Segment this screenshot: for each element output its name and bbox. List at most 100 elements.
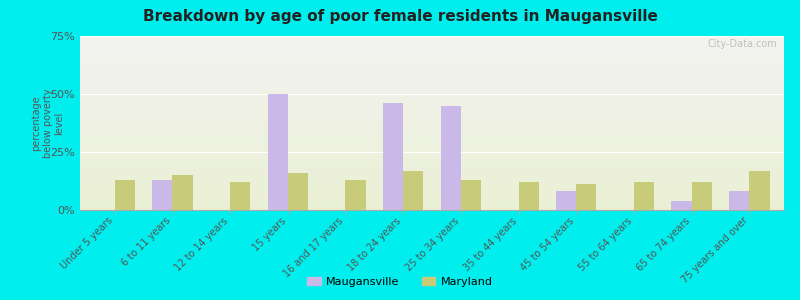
- Bar: [80, 178, 784, 179]
- Bar: [80, 160, 784, 161]
- Bar: [80, 134, 784, 135]
- Bar: [80, 100, 784, 101]
- Bar: [80, 188, 784, 189]
- Bar: [346, 180, 366, 210]
- Bar: [80, 191, 784, 192]
- Bar: [80, 91, 784, 92]
- Bar: [80, 120, 784, 121]
- Bar: [80, 169, 784, 170]
- Bar: [80, 166, 784, 167]
- Bar: [80, 47, 784, 48]
- Bar: [80, 90, 784, 91]
- Bar: [576, 184, 597, 210]
- Bar: [80, 102, 784, 103]
- Bar: [80, 59, 784, 60]
- Bar: [80, 138, 784, 139]
- Bar: [80, 170, 784, 171]
- Bar: [80, 77, 784, 78]
- Bar: [80, 189, 784, 190]
- Bar: [80, 200, 784, 201]
- Bar: [80, 107, 784, 108]
- Bar: [80, 203, 784, 204]
- Bar: [80, 131, 784, 132]
- Bar: [267, 94, 288, 210]
- Bar: [80, 137, 784, 138]
- Bar: [80, 165, 784, 166]
- Bar: [80, 93, 784, 94]
- Bar: [80, 41, 784, 42]
- Bar: [80, 115, 784, 116]
- Bar: [80, 42, 784, 43]
- Y-axis label: percentage
below poverty
level: percentage below poverty level: [31, 88, 64, 158]
- Bar: [80, 202, 784, 203]
- Bar: [750, 171, 770, 210]
- Bar: [80, 62, 784, 63]
- Bar: [80, 61, 784, 62]
- Bar: [80, 103, 784, 104]
- Bar: [441, 106, 461, 210]
- Bar: [80, 154, 784, 155]
- Bar: [80, 194, 784, 195]
- Bar: [80, 114, 784, 115]
- Bar: [80, 37, 784, 38]
- Bar: [80, 78, 784, 79]
- Bar: [80, 177, 784, 178]
- Bar: [80, 176, 784, 177]
- Bar: [80, 86, 784, 87]
- Bar: [80, 139, 784, 140]
- Bar: [80, 127, 784, 128]
- Bar: [80, 36, 784, 37]
- Bar: [80, 161, 784, 162]
- Bar: [80, 69, 784, 70]
- Bar: [80, 92, 784, 93]
- Bar: [80, 183, 784, 184]
- Bar: [80, 142, 784, 143]
- Bar: [80, 146, 784, 147]
- Bar: [729, 191, 750, 210]
- Bar: [80, 84, 784, 85]
- Bar: [80, 63, 784, 64]
- Bar: [80, 162, 784, 163]
- Bar: [80, 141, 784, 142]
- Bar: [80, 65, 784, 66]
- Bar: [80, 105, 784, 106]
- Bar: [80, 163, 784, 164]
- Bar: [80, 73, 784, 74]
- Bar: [80, 192, 784, 193]
- Bar: [80, 38, 784, 39]
- Bar: [80, 158, 784, 159]
- Bar: [80, 129, 784, 130]
- Bar: [80, 70, 784, 71]
- Bar: [80, 136, 784, 137]
- Bar: [80, 180, 784, 181]
- Bar: [80, 85, 784, 86]
- Bar: [288, 173, 308, 210]
- Bar: [80, 156, 784, 157]
- Bar: [80, 123, 784, 124]
- Bar: [80, 199, 784, 200]
- Bar: [80, 204, 784, 205]
- Bar: [80, 81, 784, 82]
- Bar: [80, 209, 784, 210]
- Bar: [80, 152, 784, 153]
- Bar: [80, 173, 784, 174]
- Bar: [80, 110, 784, 111]
- Bar: [80, 140, 784, 141]
- Bar: [80, 58, 784, 59]
- Bar: [80, 201, 784, 202]
- Bar: [461, 180, 481, 210]
- Bar: [80, 101, 784, 102]
- Bar: [80, 111, 784, 112]
- Bar: [80, 88, 784, 89]
- Bar: [80, 54, 784, 55]
- Bar: [80, 182, 784, 183]
- Bar: [80, 68, 784, 69]
- Bar: [80, 60, 784, 61]
- Bar: [80, 168, 784, 169]
- Bar: [80, 148, 784, 149]
- Bar: [80, 157, 784, 158]
- Bar: [80, 128, 784, 129]
- Bar: [80, 160, 784, 161]
- Bar: [80, 155, 784, 156]
- Bar: [80, 82, 784, 83]
